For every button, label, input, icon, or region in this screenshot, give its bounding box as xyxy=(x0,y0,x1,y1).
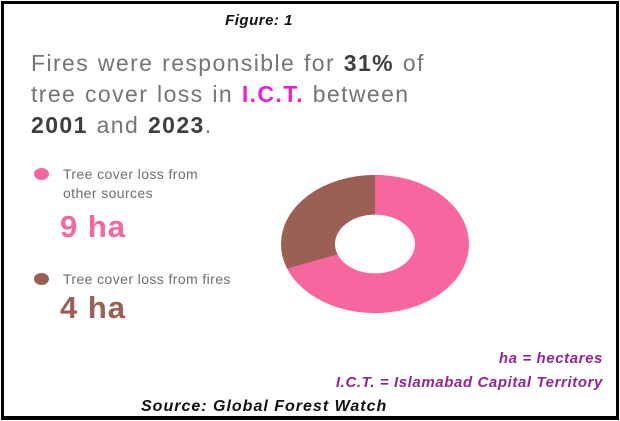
headline-text: and xyxy=(87,112,148,138)
headline-text: between xyxy=(303,81,410,107)
headline-text: Fires were responsible for xyxy=(31,50,344,76)
footnote-ict: I.C.T. = Islamabad Capital Territory xyxy=(335,374,603,391)
legend-label-fires: Tree cover loss from fires xyxy=(63,271,231,287)
ict-abbreviation: I.C.T. xyxy=(241,81,304,107)
headline-line-1: Fires were responsible for 31% of xyxy=(31,48,511,79)
legend-item-fires: Tree cover loss from fires xyxy=(34,270,294,289)
headline-text: of xyxy=(394,50,425,76)
figure-label: Figure: 1 xyxy=(225,12,293,29)
footnote-ha: ha = hectares xyxy=(498,350,603,367)
headline-percent: 31% xyxy=(343,50,395,76)
legend-item-other-sources: Tree cover loss from other sources xyxy=(34,165,234,203)
headline-line-3: 2001 and 2023. xyxy=(31,110,511,141)
headline-year-start: 2001 xyxy=(31,112,88,138)
legend-label-other-sources: Tree cover loss from other sources xyxy=(63,166,199,201)
headline-text: . xyxy=(204,112,213,138)
donut-hole xyxy=(335,214,415,274)
donut-chart-wrap xyxy=(281,174,469,314)
legend-value-fires: 4 ha xyxy=(60,290,127,325)
source-attribution: Source: Global Forest Watch xyxy=(141,398,388,415)
legend-value-other-sources: 9 ha xyxy=(60,209,127,244)
legend-dot-other-sources-icon xyxy=(34,168,49,180)
headline: Fires were responsible for 31% of tree c… xyxy=(31,48,511,141)
headline-year-end: 2023 xyxy=(147,112,205,138)
legend-dot-fires-icon xyxy=(34,273,49,285)
headline-line-2: tree cover loss in I.C.T. between xyxy=(31,79,511,110)
headline-text: tree cover loss in xyxy=(31,81,242,107)
